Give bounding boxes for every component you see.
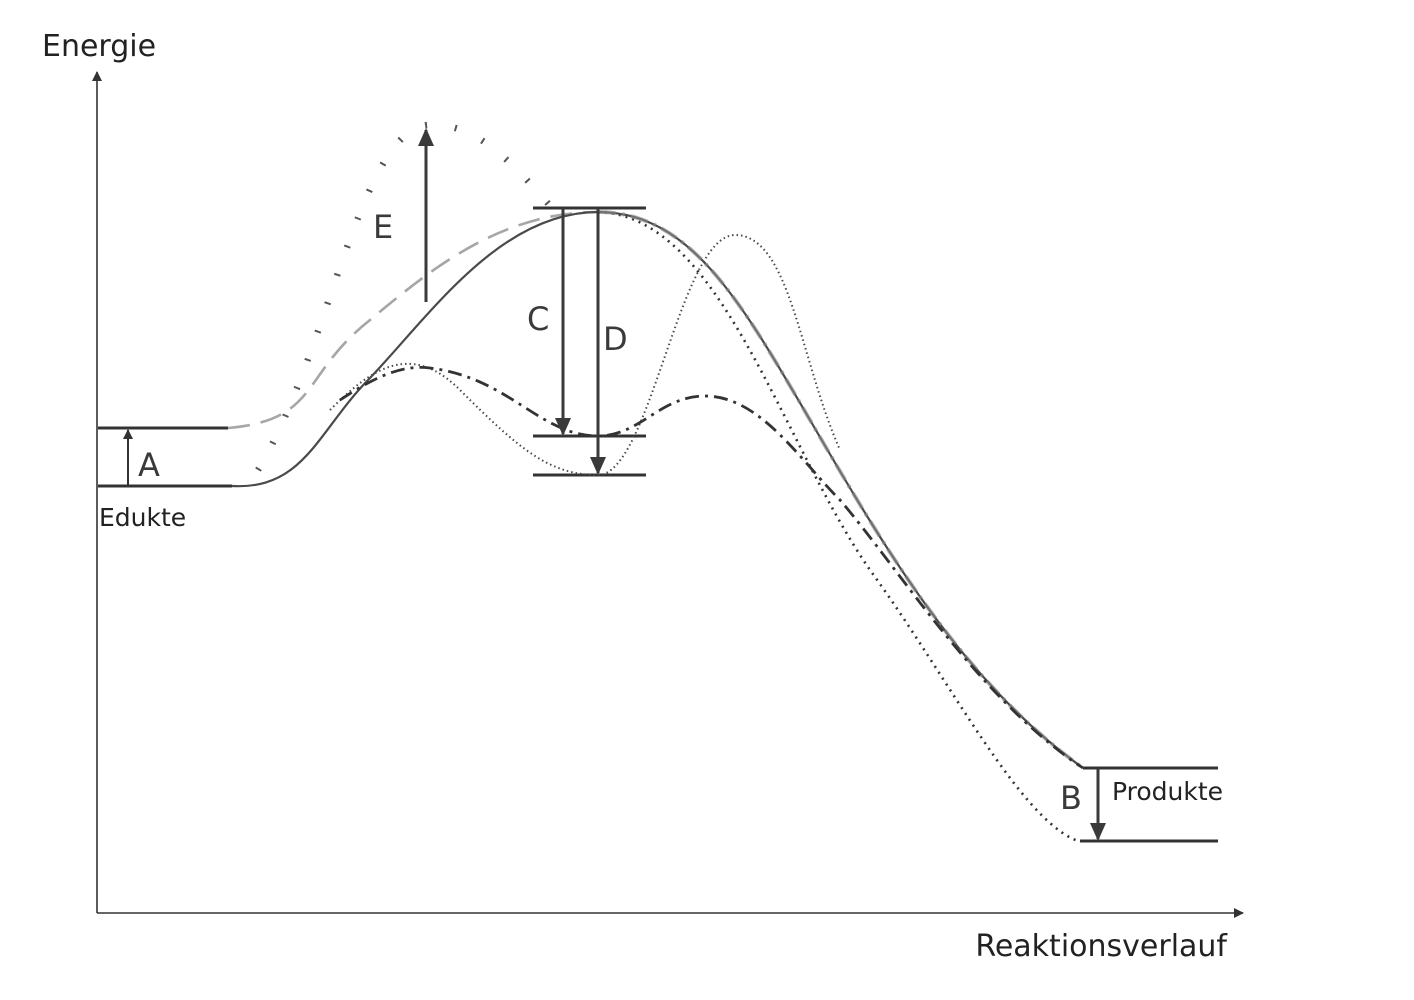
marker-d: D <box>603 320 628 358</box>
curve-intermediate-dashdot <box>339 365 1084 770</box>
products-label: Produkte <box>1112 777 1223 806</box>
curve-lower-products <box>597 210 1079 843</box>
marker-e: E <box>373 208 393 246</box>
curve-dashed-gray <box>227 210 599 430</box>
marker-b: B <box>1060 779 1082 817</box>
marker-c: C <box>527 300 549 338</box>
educts-label: Edukte <box>99 503 186 532</box>
y-axis-label: Energie <box>42 29 156 64</box>
curve-intermediate-dotted <box>329 233 841 477</box>
curve-high-barrier <box>255 121 555 472</box>
curve-main-solid <box>231 210 1084 769</box>
curve-main-overlay <box>597 210 1085 770</box>
marker-a: A <box>138 446 160 484</box>
x-axis-label: Reaktionsverlauf <box>975 929 1228 964</box>
